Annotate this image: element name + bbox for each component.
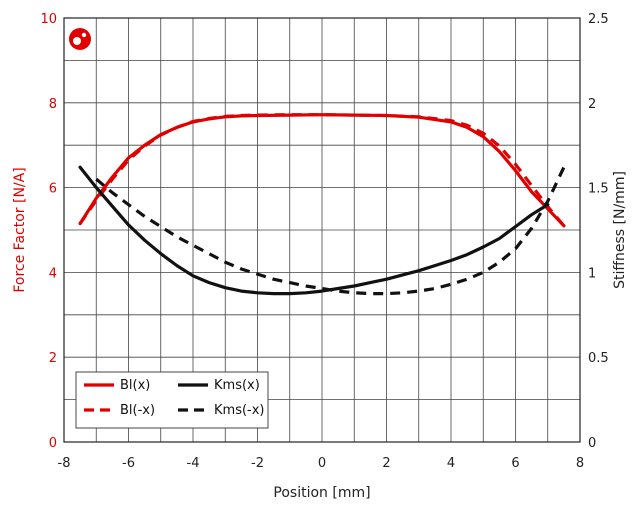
x-tick-label: 6 [511, 456, 519, 471]
x-axis-title: Position [mm] [273, 485, 370, 501]
x-tick-label: -6 [122, 456, 135, 471]
x-tick-label: 2 [382, 456, 390, 471]
y-right-tick-label: 0 [588, 436, 596, 451]
grid [64, 18, 580, 442]
y-right-tick-label: 2 [588, 97, 596, 112]
y-left-tick-label: 2 [49, 351, 57, 366]
right-axis-title: Stiffness [N/mm] [612, 171, 628, 289]
legend-label: Bl(x) [120, 378, 150, 393]
logo-icon [69, 28, 91, 50]
legend-label: Bl(-x) [120, 403, 155, 418]
x-tick-label: 0 [318, 456, 326, 471]
x-tick-label: 8 [576, 456, 584, 471]
y-right-tick-label: 1.5 [588, 182, 609, 197]
series-line-bl-x- [78, 113, 566, 228]
x-tick-label: 4 [447, 456, 455, 471]
series-line-kms-x- [78, 165, 550, 296]
y-left-tick-label: 6 [49, 182, 57, 197]
y-left-tick-label: 8 [49, 97, 57, 112]
y-right-tick-label: 2.5 [588, 12, 609, 27]
y-left-tick-label: 0 [49, 436, 57, 451]
legend-label: Kms(-x) [214, 403, 265, 418]
plot-frame [63, 17, 581, 443]
x-tick-label: -4 [187, 456, 200, 471]
x-tick-label: -2 [251, 456, 264, 471]
plot-series [78, 113, 566, 296]
y-right-tick-label: 1 [588, 266, 596, 281]
legend: Bl(x) Bl(-x) Kms(x) Kms(-x) [75, 371, 269, 429]
y-left-tick-label: 4 [49, 266, 57, 281]
legend-label: Kms(x) [214, 378, 260, 393]
left-axis-title: Force Factor [N/A] [12, 167, 28, 292]
y-left-tick-label: 10 [40, 12, 57, 27]
series-line-kms-x- [95, 166, 566, 296]
y-right-tick-label: 0.5 [588, 351, 609, 366]
x-tick-label: -8 [58, 456, 71, 471]
